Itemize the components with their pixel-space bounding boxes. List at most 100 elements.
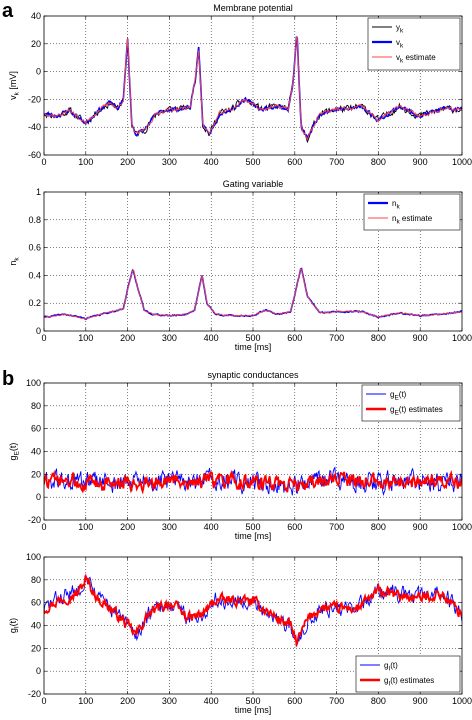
panel-label-b: b <box>2 368 14 390</box>
y-tick-label: 20 <box>31 39 41 49</box>
x-tick-label: 700 <box>329 522 344 532</box>
legend: yk vk vk estimate <box>367 17 461 71</box>
series-line-2 <box>44 268 462 320</box>
y-tick-label: -20 <box>28 689 41 699</box>
y-tick-label: 20 <box>31 469 41 479</box>
x-tick-label: 500 <box>245 696 260 706</box>
y-tick-label: 60 <box>31 598 41 608</box>
x-tick-label: 900 <box>413 157 428 167</box>
x-tick-label: 900 <box>413 333 428 343</box>
x-tick-label: 400 <box>204 696 219 706</box>
y-tick-label: -60 <box>28 150 41 160</box>
x-tick-label: 300 <box>162 333 177 343</box>
legend-label: yk <box>396 23 404 35</box>
x-tick-label: 700 <box>329 333 344 343</box>
x-tick-label: 400 <box>204 333 219 343</box>
x-tick-label: 500 <box>245 522 260 532</box>
y-tick-label: 0 <box>36 666 41 676</box>
y-tick-label: 100 <box>26 552 41 562</box>
legend: gI(t) gI(t) estimates <box>355 655 461 693</box>
chart-title: Membrane potential <box>213 3 293 13</box>
x-tick-label: 200 <box>120 522 135 532</box>
y-tick-label: 0.6 <box>28 243 41 253</box>
x-tick-label: 600 <box>287 333 302 343</box>
x-tick-label: 800 <box>371 333 386 343</box>
y-tick-label: 0 <box>36 492 41 502</box>
legend-label: gE(t) estimates <box>390 405 443 417</box>
x-tick-label: 0 <box>41 157 46 167</box>
panel-label-a: a <box>2 0 14 22</box>
x-tick-label: 300 <box>162 696 177 706</box>
chart-4: 0 100 200 300 400 500 600 700 800 900 1000-2002040… <box>8 552 472 715</box>
x-tick-label: 100 <box>78 522 93 532</box>
y-tick-label: 40 <box>31 11 41 21</box>
x-tick-label: 0 <box>41 333 46 343</box>
chart-title: synaptic conductances <box>207 370 299 380</box>
legend: gE(t) gE(t) estimates <box>361 384 461 422</box>
x-tick-label: 100 <box>78 696 93 706</box>
x-tick-label: 200 <box>120 157 135 167</box>
y-tick-label: 20 <box>31 643 41 653</box>
y-tick-label: -20 <box>28 94 41 104</box>
x-tick-label: 700 <box>329 696 344 706</box>
legend-label: gE(t) <box>390 390 407 402</box>
chart-title: Gating variable <box>223 179 284 189</box>
y-axis-label: nk <box>8 257 21 266</box>
legend-label: vk <box>396 38 404 50</box>
x-tick-label: 200 <box>120 696 135 706</box>
y-tick-label: 0.8 <box>28 215 41 225</box>
legend-label: gI(t) estimates <box>384 676 434 688</box>
x-tick-label: 600 <box>287 522 302 532</box>
y-tick-label: 80 <box>31 401 41 411</box>
y-axis-label: gI(t) <box>8 618 21 633</box>
y-tick-label: 0.4 <box>28 270 41 280</box>
legend-box <box>355 655 461 693</box>
x-tick-label: 1000 <box>452 157 472 167</box>
y-tick-label: 60 <box>31 424 41 434</box>
x-tick-label: 500 <box>245 157 260 167</box>
chart-2: 0 100 200 300 400 500 600 700 800 900 1000 0 0.2 0.4 0… <box>8 179 472 352</box>
legend-box <box>367 17 461 71</box>
legend-label: nk <box>392 199 400 211</box>
x-tick-label: 400 <box>204 522 219 532</box>
x-tick-label: 300 <box>162 157 177 167</box>
series-line-3 <box>44 36 462 141</box>
x-tick-label: 0 <box>41 522 46 532</box>
x-axis-label: time [ms] <box>235 705 272 715</box>
x-tick-label: 600 <box>287 157 302 167</box>
chart-1: 0 100 200 300 400 500 600 700 800 900 1000-60-40-2… <box>8 3 472 167</box>
chart-3: 0 100 200 300 400 500 600 700 800 900 1000-2002040… <box>8 370 472 541</box>
y-tick-label: 40 <box>31 621 41 631</box>
y-tick-label: 100 <box>26 378 41 388</box>
y-axis-label: vk [mV] <box>8 71 21 100</box>
x-tick-label: 0 <box>41 696 46 706</box>
x-tick-label: 900 <box>413 696 428 706</box>
series-line-2 <box>44 469 462 495</box>
y-tick-label: 40 <box>31 447 41 457</box>
y-tick-label: 1 <box>36 187 41 197</box>
x-tick-label: 800 <box>371 696 386 706</box>
x-tick-label: 200 <box>120 333 135 343</box>
y-tick-label: -20 <box>28 515 41 525</box>
x-tick-label: 400 <box>204 157 219 167</box>
x-axis-label: time [ms] <box>235 531 272 541</box>
x-tick-label: 100 <box>78 157 93 167</box>
legend-box <box>363 193 461 231</box>
x-tick-label: 100 <box>78 333 93 343</box>
x-tick-label: 500 <box>245 333 260 343</box>
legend-label: nk estimate <box>392 214 433 226</box>
x-tick-label: 800 <box>371 522 386 532</box>
x-tick-label: 800 <box>371 157 386 167</box>
x-tick-label: 1000 <box>452 333 472 343</box>
x-tick-label: 900 <box>413 522 428 532</box>
x-tick-label: 600 <box>287 696 302 706</box>
legend-box <box>361 384 461 422</box>
y-tick-label: 0 <box>36 67 41 77</box>
x-tick-label: 1000 <box>452 522 472 532</box>
y-tick-label: 0.2 <box>28 298 41 308</box>
x-tick-label: 300 <box>162 522 177 532</box>
x-axis-label: time [ms] <box>235 342 272 352</box>
y-tick-label: -40 <box>28 122 41 132</box>
legend-label: vk estimate <box>396 53 436 65</box>
